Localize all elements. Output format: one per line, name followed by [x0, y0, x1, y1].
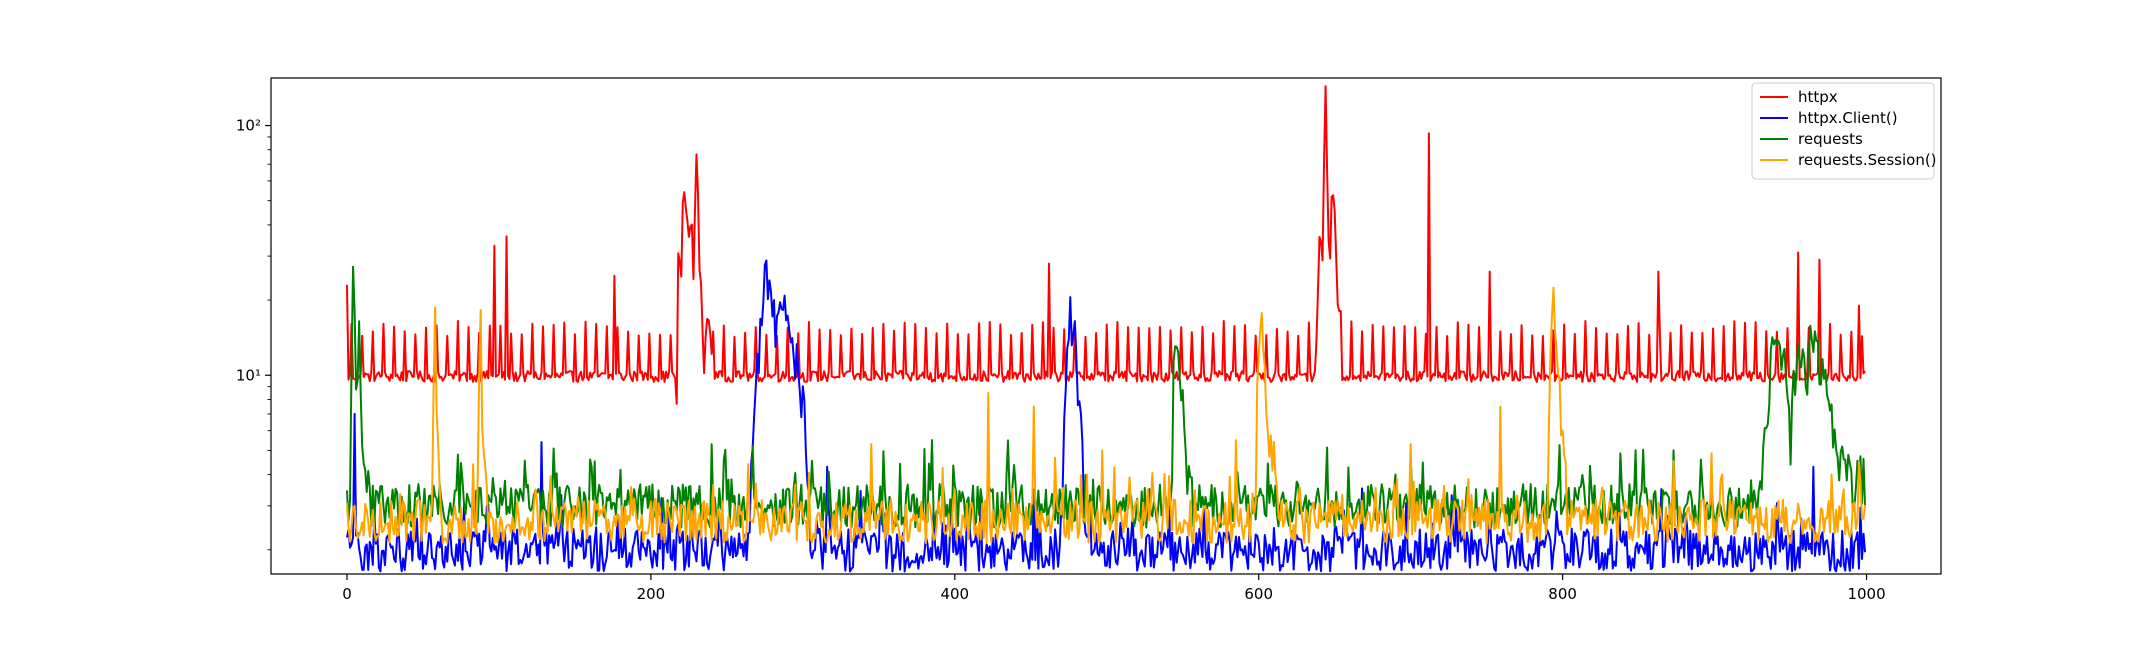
x-tick-label: 800	[1548, 585, 1577, 603]
x-tick-label: 200	[637, 585, 666, 603]
series-lines	[345, 85, 1867, 573]
x-tick-label: 400	[940, 585, 969, 603]
x-tick-label: 0	[342, 585, 352, 603]
x-tick-label: 600	[1244, 585, 1273, 603]
series-line-httpx	[345, 85, 1866, 405]
plot-frame	[270, 77, 1942, 575]
series-line-requests	[345, 265, 1867, 529]
y-tick-label: 10¹	[236, 366, 261, 384]
series-line-httpx-client	[346, 259, 1867, 573]
legend-label: httpx.Client()	[1798, 109, 1898, 127]
legend-label: requests.Session()	[1798, 151, 1937, 169]
legend-label: httpx	[1798, 88, 1838, 106]
legend-label: requests	[1798, 130, 1863, 148]
legend-box	[1751, 82, 1935, 180]
series-line-requests-session	[345, 286, 1867, 545]
axis-ticks: 0 200 400 600 800 1000 10¹ 10²	[236, 117, 1886, 603]
legend: httpx httpx.Client() requests requests.Sess…	[1751, 82, 1937, 180]
y-tick-label: 10²	[236, 117, 261, 135]
x-tick-label: 1000	[1847, 585, 1885, 603]
